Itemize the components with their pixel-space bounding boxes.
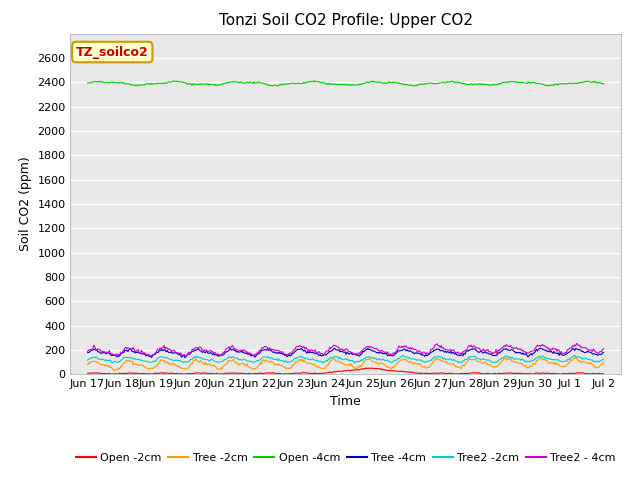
Open -2cm <box>364 366 372 372</box>
Tree2 - 4cm <box>364 344 372 350</box>
Tree -4cm <box>600 349 607 355</box>
Tree2 - 4cm <box>333 344 340 349</box>
Tree -2cm <box>508 358 515 364</box>
Open -2cm <box>333 369 340 374</box>
Line: Tree2 - 4cm: Tree2 - 4cm <box>88 343 604 357</box>
Tree2 - 4cm <box>508 345 515 350</box>
Tree2 -2cm <box>600 356 607 362</box>
Legend: Open -2cm, Tree -2cm, Open -4cm, Tree -4cm, Tree2 -2cm, Tree2 - 4cm: Open -2cm, Tree -2cm, Open -4cm, Tree -4… <box>71 448 620 467</box>
Line: Open -2cm: Open -2cm <box>88 368 604 374</box>
Open -4cm <box>589 79 597 84</box>
Tree -4cm <box>364 346 372 351</box>
Tree2 -2cm <box>84 357 92 363</box>
Open -2cm <box>600 371 607 377</box>
Tree -4cm <box>508 347 515 352</box>
Line: Open -4cm: Open -4cm <box>88 81 604 86</box>
Open -4cm <box>310 78 318 84</box>
Open -4cm <box>84 80 92 86</box>
Tree2 -2cm <box>399 352 407 358</box>
Tree -4cm <box>330 346 337 352</box>
Tree -2cm <box>392 362 399 368</box>
Tree -2cm <box>333 358 340 364</box>
Tree2 - 4cm <box>600 346 607 352</box>
Tree2 -2cm <box>109 360 116 366</box>
Open -2cm <box>589 371 597 376</box>
Open -4cm <box>331 81 339 87</box>
Open -2cm <box>393 368 401 374</box>
Line: Tree -2cm: Tree -2cm <box>88 358 604 371</box>
Tree -4cm <box>392 350 399 356</box>
Text: TZ_soilco2: TZ_soilco2 <box>76 46 148 59</box>
Tree2 - 4cm <box>589 346 597 352</box>
Tree -2cm <box>572 355 580 360</box>
Open -4cm <box>334 82 342 87</box>
Line: Tree -4cm: Tree -4cm <box>88 348 604 358</box>
Tree -2cm <box>364 357 372 363</box>
Open -2cm <box>365 365 372 371</box>
Open -4cm <box>132 83 140 89</box>
Tree2 -2cm <box>589 359 597 364</box>
Tree -2cm <box>600 359 607 365</box>
Open -2cm <box>84 371 92 376</box>
Open -4cm <box>393 80 401 85</box>
Y-axis label: Soil CO2 (ppm): Soil CO2 (ppm) <box>19 156 32 252</box>
Open -2cm <box>330 369 337 375</box>
Tree2 - 4cm <box>330 342 337 348</box>
Tree -4cm <box>537 345 545 351</box>
Tree -2cm <box>111 368 118 373</box>
Tree2 - 4cm <box>182 354 189 360</box>
Open -2cm <box>279 371 287 377</box>
Tree2 - 4cm <box>573 340 580 346</box>
Tree -2cm <box>589 362 597 368</box>
Tree2 -2cm <box>330 354 337 360</box>
Tree -4cm <box>181 355 189 360</box>
Tree -2cm <box>84 362 92 368</box>
Tree -4cm <box>84 350 92 356</box>
Title: Tonzi Soil CO2 Profile: Upper CO2: Tonzi Soil CO2 Profile: Upper CO2 <box>219 13 472 28</box>
Tree2 -2cm <box>392 357 399 363</box>
Tree -4cm <box>333 347 340 353</box>
Tree -2cm <box>330 356 337 361</box>
Tree2 - 4cm <box>84 348 92 354</box>
Tree2 -2cm <box>509 355 516 360</box>
Tree2 -2cm <box>333 354 340 360</box>
X-axis label: Time: Time <box>330 395 361 408</box>
Open -4cm <box>365 80 372 85</box>
Open -4cm <box>600 81 607 87</box>
Tree2 - 4cm <box>392 349 399 355</box>
Tree2 -2cm <box>364 354 372 360</box>
Line: Tree2 -2cm: Tree2 -2cm <box>88 355 604 363</box>
Tree -4cm <box>589 351 597 357</box>
Open -4cm <box>509 79 516 84</box>
Open -2cm <box>509 371 516 376</box>
